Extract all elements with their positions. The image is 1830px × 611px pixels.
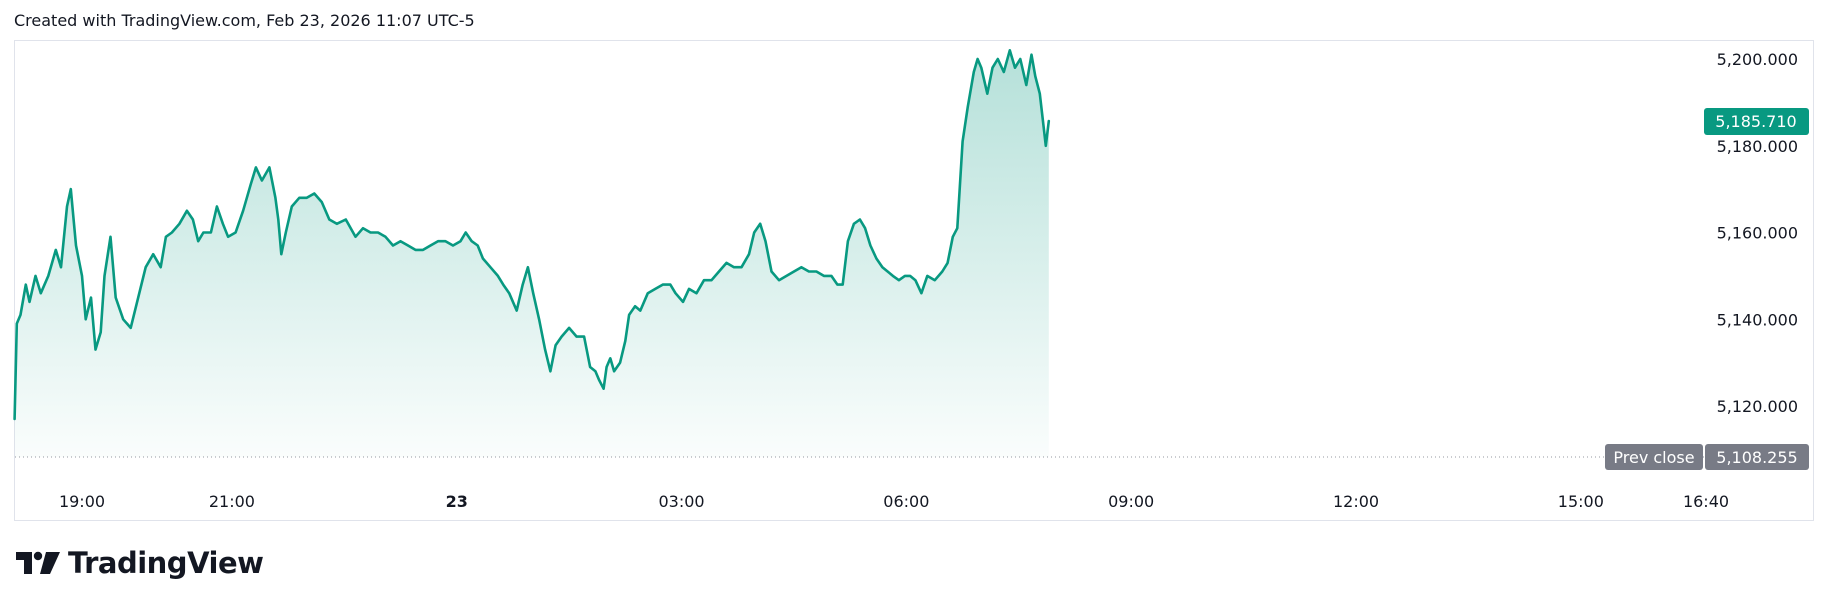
prev-close-label: Prev close <box>1613 448 1694 467</box>
last-price-label: 5,185.710 <box>1715 112 1796 131</box>
chart-frame[interactable] <box>14 40 1814 521</box>
tradingview-logo-text: TradingView <box>68 546 264 580</box>
price-line <box>13 49 1051 421</box>
time-tick-label: 23 <box>446 492 468 511</box>
prev-close-badge <box>1605 443 1703 470</box>
series-layer <box>13 49 1051 457</box>
time-axis: 19:00 21:00 23 03:00 06:00 09:00 12:00 15:00 16:… <box>59 492 1729 511</box>
price-tick-label: 5,140.000 <box>1717 310 1798 329</box>
labels-layer: 5,185.710 Prev close 5,108.255 <box>1605 107 1809 470</box>
prev-close-value-label: 5,108.255 <box>1716 448 1797 467</box>
price-tick-label: 5,160.000 <box>1717 224 1798 243</box>
time-tick-label: 16:40 <box>1683 492 1729 511</box>
time-tick-label: 03:00 <box>658 492 704 511</box>
price-axis: 5,120.000 5,140.000 5,160.000 5,180.000 5,20… <box>1717 50 1798 416</box>
time-tick-label: 12:00 <box>1333 492 1379 511</box>
time-tick-label: 19:00 <box>59 492 105 511</box>
price-tick-label: 5,200.000 <box>1717 50 1798 69</box>
last-price-badge <box>1704 107 1809 135</box>
time-tick-label: 15:00 <box>1558 492 1604 511</box>
price-tick-label: 5,120.000 <box>1717 397 1798 416</box>
time-tick-label: 06:00 <box>883 492 929 511</box>
chart-header: Created with TradingView.com, Feb 23, 20… <box>14 11 475 30</box>
price-area <box>14 50 1049 457</box>
price-tick-label: 5,180.000 <box>1717 137 1798 156</box>
time-tick-label: 09:00 <box>1108 492 1154 511</box>
prev-close-value-badge <box>1705 443 1809 470</box>
time-tick-label: 21:00 <box>209 492 255 511</box>
tradingview-logo-icon <box>16 551 60 574</box>
tradingview-logo[interactable]: TradingView <box>16 546 264 580</box>
